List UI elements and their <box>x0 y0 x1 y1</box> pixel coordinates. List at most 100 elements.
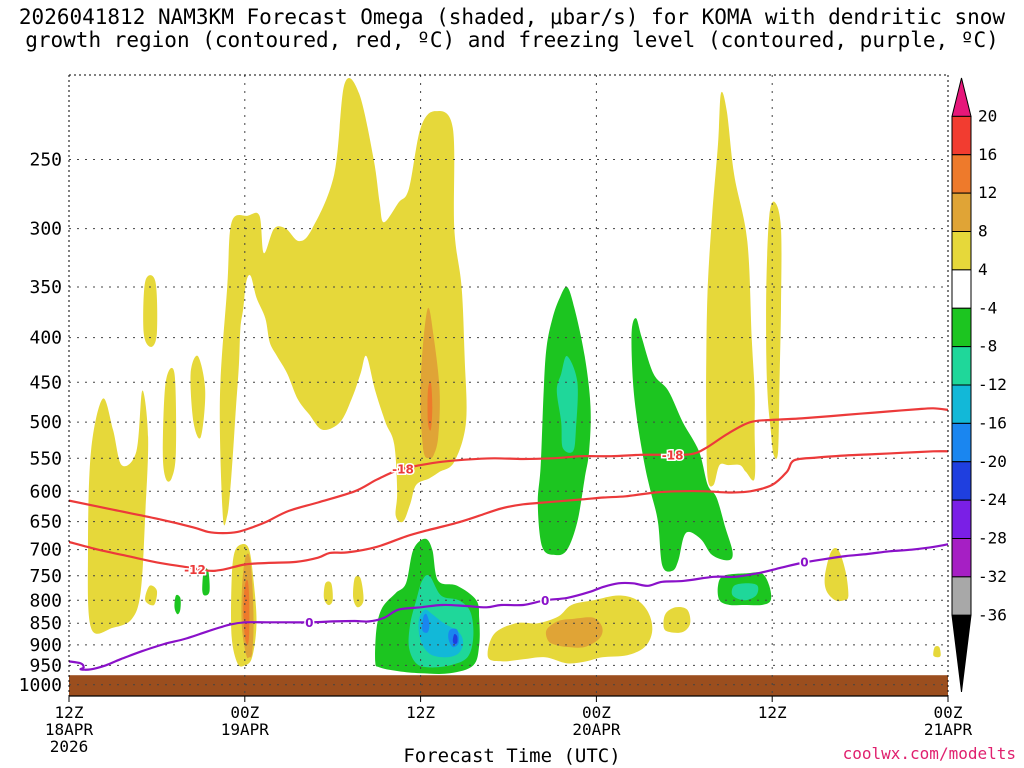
freezing-contour-line-0 <box>69 543 948 671</box>
x-tick-label-60-1: 00Z <box>934 703 963 722</box>
colorbar-label-neg16: -16 <box>978 413 1007 432</box>
x-tick-label-0-3: 2026 <box>50 737 89 756</box>
omega-region-4-13 <box>824 548 849 602</box>
colorbar-label-16: 16 <box>978 145 997 164</box>
y-axis: 2503003504004505005506006507007508008509… <box>19 150 62 696</box>
colorbar-label-neg24: -24 <box>978 490 1007 509</box>
colorbar-swatch-10 <box>951 461 972 501</box>
colorbar-label-neg28: -28 <box>978 529 1007 548</box>
colorbar-label-neg8: -8 <box>978 337 997 356</box>
omega-region-4-7 <box>323 581 333 606</box>
ground-fill <box>69 675 948 696</box>
y-tick-label-700: 700 <box>29 540 62 561</box>
chart-title: 2026041812 NAM3KM Forecast Omega (shaded… <box>0 6 1024 52</box>
x-tick-label-36-2: 20APR <box>572 720 621 739</box>
omega-region-neg8-28 <box>731 583 759 601</box>
contour-layer: -18 -18 -12 0 0 0 <box>69 407 948 671</box>
omega-region-4-11 <box>706 91 756 487</box>
frame-layer <box>68 74 949 697</box>
site-credit: coolwx.com/modelts <box>842 744 1016 763</box>
colorbar-label-neg12: -12 <box>978 375 1007 394</box>
x-tick-label-0-2: 18APR <box>45 720 94 739</box>
chart-title-line1: 2026041812 NAM3KM Forecast Omega (shaded… <box>18 5 1006 29</box>
omega-region-4-10 <box>663 606 691 633</box>
colorbar-label-20: 20 <box>978 106 997 125</box>
freezing-contour-label-0-1: 0 <box>541 594 549 608</box>
colorbar-swatch-9 <box>951 422 972 463</box>
colorbar-swatch-4 <box>951 231 972 271</box>
omega-region-neg16-30 <box>422 613 430 633</box>
omega-region-4-8 <box>353 575 364 608</box>
colorbar-swatch-8 <box>951 384 972 424</box>
colorbar-swatch-1 <box>951 115 972 156</box>
colorbar-swatch-11 <box>951 499 972 539</box>
colorbar-swatch-6 <box>951 307 972 348</box>
y-tick-label-450: 450 <box>29 372 62 393</box>
x-tick-label-48-1: 12Z <box>758 703 787 722</box>
omega-region-4-5 <box>219 77 467 526</box>
colorbar: 20 16 12 8 4 -4 -8 -12 -16 -20 -24 -28 -32 -36 <box>951 77 1007 693</box>
y-tick-label-300: 300 <box>29 219 62 240</box>
freezing-contour-label-0-2: 0 <box>800 555 808 569</box>
colorbar-label-neg4: -4 <box>978 298 997 317</box>
y-tick-label-350: 350 <box>29 277 62 298</box>
y-tick-label-900: 900 <box>29 635 62 656</box>
x-tick-label-12-2: 19APR <box>221 720 270 739</box>
omega-region-8-17 <box>545 617 603 648</box>
freezing-contour-label-0-0: 0 <box>305 616 313 630</box>
colorbar-swatch-3 <box>951 192 972 232</box>
colorbar-label-4: 4 <box>978 260 988 279</box>
x-axis-title: Forecast Time (UTC) <box>403 745 621 767</box>
y-tick-label-600: 600 <box>29 481 62 502</box>
x-tick-label-24-1: 12Z <box>406 703 435 722</box>
y-tick-label-250: 250 <box>29 150 62 171</box>
colorbar-top-arrow <box>951 77 972 117</box>
x-tick-label-12-1: 00Z <box>230 703 259 722</box>
colorbar-label-neg36: -36 <box>978 605 1007 624</box>
y-tick-label-400: 400 <box>29 328 62 349</box>
ground-layer <box>69 675 948 696</box>
dgz-contour-label-0-1: -18 <box>662 448 684 462</box>
omega-region-4-3 <box>145 585 158 606</box>
omega-region-4-2 <box>162 367 177 482</box>
colorbar-bottom-arrow <box>951 614 972 693</box>
colorbar-label-neg32: -32 <box>978 567 1007 586</box>
omega-region-12-19 <box>427 381 433 431</box>
colorbar-label-8: 8 <box>978 222 988 241</box>
chart-title-line2: growth region (contoured, red, ºC) and f… <box>25 28 999 52</box>
omega-region-4-0 <box>87 390 149 634</box>
x-tick-label-36-1: 00Z <box>582 703 611 722</box>
colorbar-label-12: 12 <box>978 183 997 202</box>
dgz-contour-label-1-0: -12 <box>184 563 206 577</box>
omega-region-neg4-20 <box>202 568 210 596</box>
y-tick-label-1000: 1000 <box>19 675 62 696</box>
x-tick-label-60-2: 21APR <box>924 720 973 739</box>
omega-region-neg4-24 <box>631 318 733 572</box>
y-tick-label-500: 500 <box>29 412 62 433</box>
y-tick-label-850: 850 <box>29 613 62 634</box>
colorbar-swatch-7 <box>951 346 972 386</box>
omega-region-4-14 <box>933 645 941 658</box>
omega-region-4-1 <box>143 275 158 347</box>
omega-region-4-12 <box>766 201 782 459</box>
colorbar-swatch-12 <box>951 538 972 578</box>
colorbar-swatch-13 <box>951 576 972 616</box>
y-tick-label-950: 950 <box>29 655 62 676</box>
omega-region-neg4-21 <box>174 594 181 615</box>
omega-region-neg8-27 <box>556 355 578 453</box>
dgz-contour-label-0-0: -18 <box>392 463 414 477</box>
omega-shading-layer <box>87 77 941 674</box>
y-tick-label-800: 800 <box>29 590 62 611</box>
colorbar-swatch-2 <box>951 154 972 194</box>
y-tick-label-550: 550 <box>29 448 62 469</box>
dgz-contour-line-neg18 <box>69 407 948 535</box>
colorbar-swatch-5 <box>951 269 972 309</box>
colorbar-label-neg20: -20 <box>978 452 1007 471</box>
omega-region-4-4 <box>190 355 206 439</box>
y-tick-label-750: 750 <box>29 566 62 587</box>
omega-region-neg20-32 <box>452 634 458 645</box>
y-tick-label-650: 650 <box>29 512 62 533</box>
dgz-contour-line-neg12 <box>69 450 948 572</box>
